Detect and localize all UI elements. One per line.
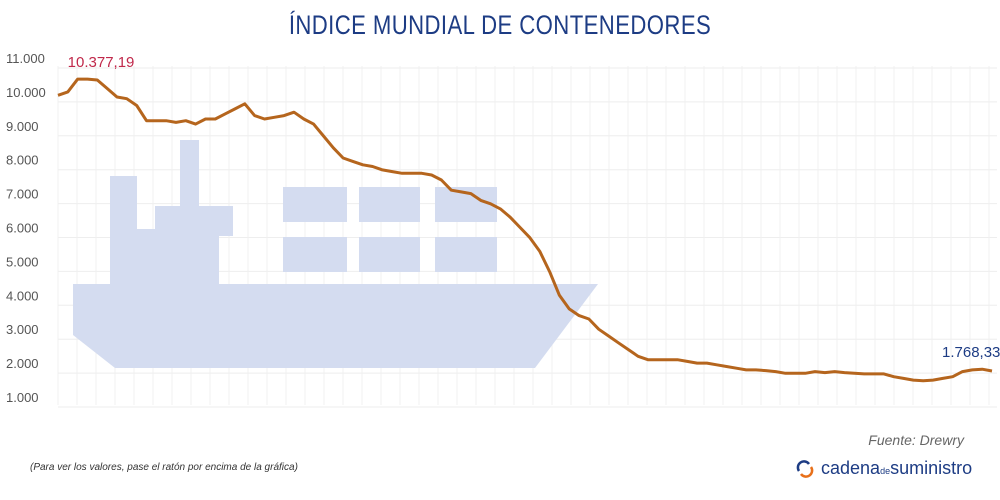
y-tick-label: 8.000 [6, 153, 39, 168]
annotations: 10.377,19 1.768,33 [68, 54, 1000, 361]
source-label: Fuente: Drewry [868, 432, 964, 448]
data-label: 10.377,19 [68, 54, 135, 71]
container [283, 187, 347, 222]
ship-cabin [137, 229, 219, 284]
series-line [57, 77, 993, 383]
ship-illustration [73, 140, 598, 368]
container [359, 237, 420, 272]
y-tick-label: 4.000 [6, 288, 39, 303]
y-tick-label: 5.000 [6, 254, 39, 269]
y-tick-label: 2.000 [6, 356, 39, 371]
data-label: 1.768,33 [942, 344, 1000, 361]
y-tick-label: 10.000 [6, 85, 46, 100]
chart-title: ÍNDICE MUNDIAL DE CONTENEDORES [288, 10, 712, 40]
y-tick-label: 9.000 [6, 119, 39, 134]
y-tick-label: 11.000 [6, 51, 45, 66]
y-tick-label: 3.000 [6, 322, 39, 337]
ship-funnel [180, 140, 199, 210]
ship-hull [73, 284, 598, 368]
ship-cabin-upper [155, 206, 233, 236]
logo-text: suministro [890, 458, 973, 478]
logo-text: cadena [821, 458, 881, 478]
hover-note: (Para ver los valores, pase el ratón por… [30, 462, 298, 473]
y-tick-label: 6.000 [6, 221, 39, 236]
container [359, 187, 420, 222]
logo-text: de [880, 466, 891, 476]
container [435, 237, 497, 272]
brand-logo: cadenadesuministro [795, 458, 972, 479]
ship-bridge [110, 176, 137, 284]
container [283, 237, 347, 272]
y-tick-label: 7.000 [6, 187, 39, 202]
y-tick-label: 1.000 [6, 390, 39, 405]
logo-icon [796, 459, 814, 478]
y-axis: 11.000 10.000 9.000 8.000 7.000 6.000 5.000 4.0… [6, 51, 46, 405]
